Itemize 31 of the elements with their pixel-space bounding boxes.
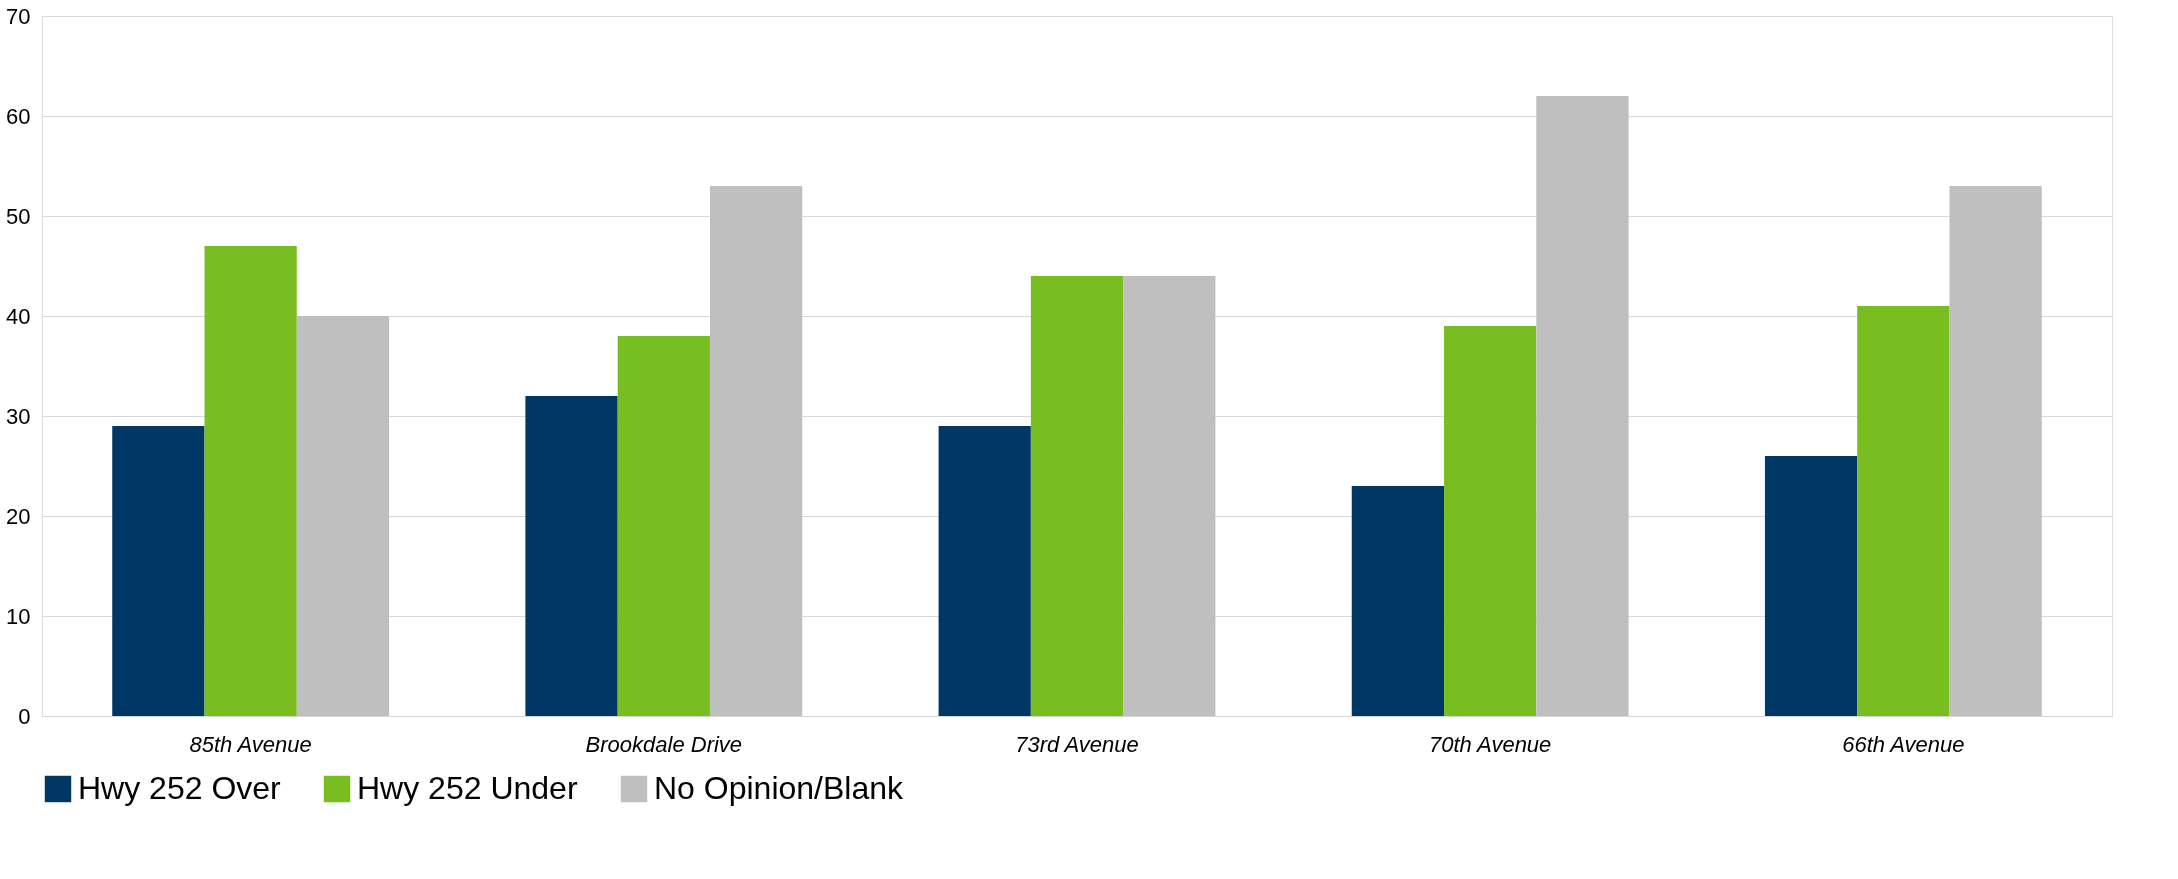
bar	[112, 426, 205, 716]
bar	[1444, 326, 1537, 716]
y-tick-label: 40	[6, 303, 31, 329]
bar	[1351, 486, 1445, 716]
legend-label: Hwy 252 Under	[357, 770, 578, 806]
x-tick-label: 70th Avenue	[1429, 731, 1552, 757]
y-tick-label: 10	[6, 603, 31, 629]
bar	[1123, 276, 1216, 716]
x-tick-label: 85th Avenue	[189, 731, 312, 757]
bar	[938, 426, 1031, 716]
bar	[1949, 186, 2042, 716]
y-tick-label: 20	[6, 503, 31, 529]
bar	[1857, 306, 1950, 716]
y-tick-label: 30	[6, 403, 31, 429]
bar	[525, 396, 618, 716]
bar	[1030, 276, 1124, 716]
legend-label: No Opinion/Blank	[654, 770, 905, 806]
x-tick-label: 73rd Avenue	[1015, 731, 1139, 757]
bar	[204, 246, 297, 716]
y-tick-label: 60	[6, 103, 31, 129]
bar	[1536, 96, 1629, 716]
bar	[617, 336, 710, 716]
bar	[709, 186, 803, 716]
y-tick-label: 50	[6, 203, 31, 229]
x-tick-label: 66th Avenue	[1842, 731, 1965, 757]
bar	[1764, 456, 1858, 716]
legend-label: Hwy 252 Over	[78, 770, 282, 806]
bar	[296, 316, 390, 716]
y-tick-label: 70	[6, 3, 31, 29]
x-tick-label: Brookdale Drive	[585, 731, 743, 757]
y-tick-label: 0	[18, 703, 31, 729]
